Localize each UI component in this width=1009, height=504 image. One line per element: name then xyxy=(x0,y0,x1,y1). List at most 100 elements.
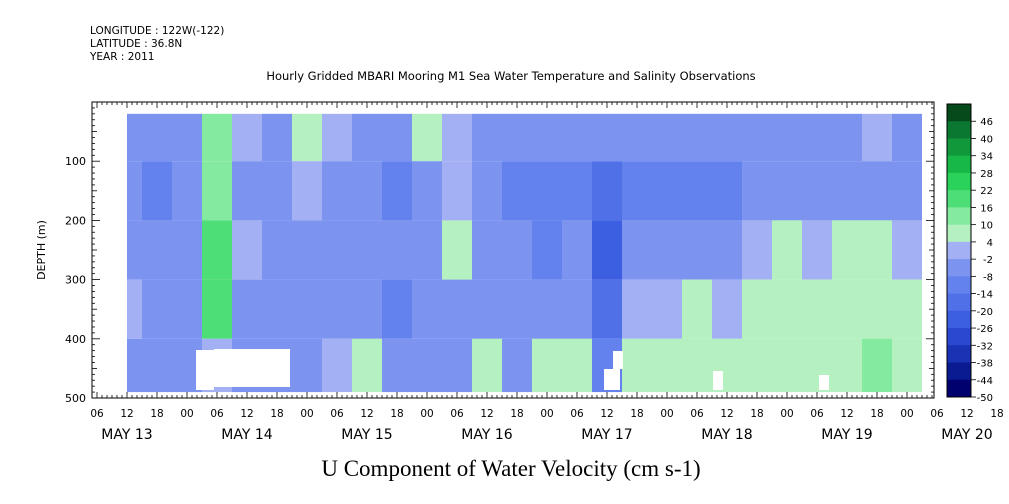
heatmap-cell xyxy=(802,279,832,339)
heatmap-cell xyxy=(682,161,712,221)
colorbar-label: 4 xyxy=(987,238,993,249)
heatmap-cell xyxy=(322,113,352,162)
x-tick-label: 12 xyxy=(840,408,853,420)
heatmap-cell xyxy=(142,279,172,339)
x-tick-label: 18 xyxy=(990,408,1003,420)
heatmap-cell xyxy=(322,161,352,221)
heatmap-cells xyxy=(127,113,922,393)
y-tick-label: 500 xyxy=(65,392,86,405)
x-day-label: MAY 14 xyxy=(221,427,272,443)
heatmap-cell xyxy=(682,113,712,162)
heatmap-cell xyxy=(862,338,892,393)
x-tick-label: 18 xyxy=(750,408,763,420)
heatmap-cell xyxy=(622,161,652,221)
heatmap-cell xyxy=(232,279,262,339)
colorbar-label: -38 xyxy=(977,359,993,370)
x-tick-label: 00 xyxy=(660,408,673,420)
heatmap-cell xyxy=(742,161,772,221)
x-tick-label: 06 xyxy=(570,408,584,420)
colorbar-label: 10 xyxy=(980,221,993,232)
x-tick-label: 12 xyxy=(360,408,373,420)
heatmap-cell xyxy=(772,220,802,280)
x-tick-label: 18 xyxy=(270,408,283,420)
heatmap-cell xyxy=(352,161,382,221)
chart-title: Hourly Gridded MBARI Mooring M1 Sea Wate… xyxy=(266,69,755,83)
heatmap-cell xyxy=(292,113,322,162)
colorbar-swatch xyxy=(947,207,971,217)
heatmap-cell xyxy=(352,338,382,393)
colorbar-swatch xyxy=(947,379,971,389)
heatmap-cell xyxy=(862,113,892,162)
data-gaps xyxy=(196,349,829,390)
x-day-label: MAY 18 xyxy=(701,427,752,443)
colorbar-swatch xyxy=(947,353,971,364)
heatmap-cell xyxy=(622,338,652,393)
x-tick-label: 18 xyxy=(630,408,643,420)
heatmap-cell xyxy=(532,338,562,393)
heatmap-cell xyxy=(202,220,232,280)
heatmap-cell xyxy=(562,279,592,339)
heatmap-cell xyxy=(892,161,922,221)
colorbar-swatch xyxy=(947,190,971,200)
heatmap-cell xyxy=(142,113,172,162)
heatmap-cell xyxy=(472,220,502,280)
colorbar-swatch xyxy=(947,216,971,226)
heatmap-cell xyxy=(682,338,712,393)
heatmap-cell xyxy=(562,338,592,393)
x-day-label: MAY 15 xyxy=(341,427,392,443)
data-gap xyxy=(196,350,214,390)
heatmap-cell xyxy=(292,279,322,339)
heatmap-cell xyxy=(832,279,862,339)
heatmap-cell xyxy=(742,220,772,280)
heatmap-cell xyxy=(562,113,592,162)
heatmap-cell xyxy=(292,338,322,393)
heatmap-cell xyxy=(592,279,622,339)
heatmap-cell xyxy=(622,220,652,280)
heatmap-cell xyxy=(652,279,682,339)
heatmap-cell xyxy=(412,161,442,221)
heatmap-cell xyxy=(442,161,472,221)
colorbar-swatch xyxy=(947,328,971,338)
colorbar-swatch xyxy=(947,276,971,286)
heatmap-cell xyxy=(502,220,532,280)
x-tick-label: 12 xyxy=(720,408,733,420)
heatmap-cell xyxy=(232,220,262,280)
heatmap-cell xyxy=(412,220,442,280)
colorbar-label: -8 xyxy=(983,272,993,283)
heatmap-cell xyxy=(382,279,412,339)
colorbar-swatch xyxy=(947,164,971,174)
heatmap-cell xyxy=(712,161,742,221)
y-tick-label: 400 xyxy=(65,333,86,346)
x-tick-label: 12 xyxy=(120,408,133,420)
colorbar-swatch xyxy=(947,388,971,398)
colorbar: 46 40 34 28 22 16 10 4 -2 -8 -14 -20 -26 -32 -38 -44 -50 xyxy=(946,103,993,404)
heatmap-cell xyxy=(202,113,232,162)
heatmap-cell xyxy=(502,161,532,221)
heatmap-cell xyxy=(502,338,532,393)
heatmap-cell xyxy=(712,279,742,339)
heatmap-cell xyxy=(562,161,592,221)
heatmap-cell xyxy=(232,113,262,162)
heatmap-cell xyxy=(382,338,412,393)
longitude-label: LONGITUDE : 122W(-122) xyxy=(90,25,224,37)
heatmap-cell xyxy=(172,113,202,162)
colorbar-swatch xyxy=(947,112,971,122)
heatmap-cell xyxy=(472,279,502,339)
colorbar-swatch xyxy=(947,362,971,372)
heatmap-cell xyxy=(862,220,892,280)
y-tick-label: 100 xyxy=(65,155,86,168)
x-tick-label: 06 xyxy=(930,408,944,420)
colorbar-label: -44 xyxy=(977,376,993,387)
heatmap-cell xyxy=(652,220,682,280)
heatmap-cell xyxy=(127,338,142,393)
y-axis: 100 200 300 400 500 xyxy=(65,101,934,405)
x-tick-label: 00 xyxy=(300,408,313,420)
heatmap-cell xyxy=(712,113,742,162)
heatmap-cell xyxy=(322,279,352,339)
heatmap-cell xyxy=(802,220,832,280)
colorbar-label: -20 xyxy=(977,307,993,318)
x-tick-label: 06 xyxy=(330,408,344,420)
heatmap-cell xyxy=(127,279,142,339)
colorbar-swatch xyxy=(947,198,971,208)
colorbar-swatch xyxy=(947,155,971,165)
